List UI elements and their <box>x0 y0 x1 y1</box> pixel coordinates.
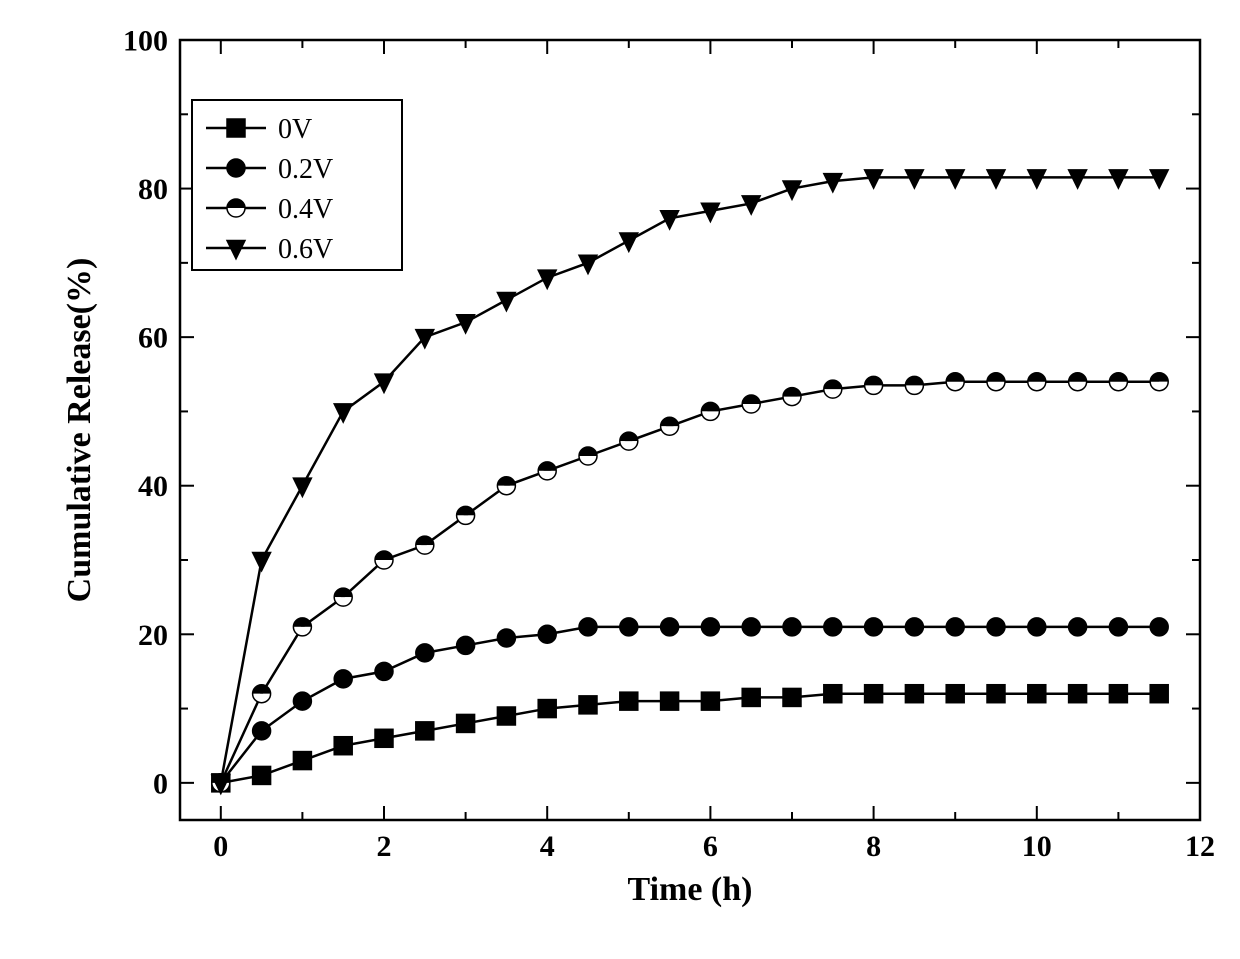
svg-text:12: 12 <box>1185 830 1215 863</box>
svg-text:100: 100 <box>123 25 168 58</box>
svg-text:0: 0 <box>213 830 228 863</box>
legend-label-3: 0.6V <box>278 234 333 265</box>
legend-label-2: 0.4V <box>278 194 333 225</box>
svg-text:80: 80 <box>138 173 168 206</box>
svg-text:40: 40 <box>138 470 168 503</box>
svg-text:8: 8 <box>866 830 881 863</box>
release-chart: 0 2 4 6 8 10 12 0 20 40 60 80 100 Time (h) Cumulative … <box>0 0 1240 959</box>
svg-text:20: 20 <box>138 619 168 652</box>
svg-text:60: 60 <box>138 322 168 355</box>
svg-text:10: 10 <box>1022 830 1052 863</box>
svg-text:0: 0 <box>153 767 168 800</box>
legend-label-1: 0.2V <box>278 154 333 185</box>
x-axis-label: Time (h) <box>628 871 753 908</box>
legend-label-0: 0V <box>278 114 312 145</box>
svg-text:6: 6 <box>703 830 718 863</box>
legend: 0V 0.2V 0.4V 0.6V <box>192 100 402 270</box>
svg-text:4: 4 <box>540 830 555 863</box>
svg-text:2: 2 <box>377 830 392 863</box>
y-axis-label: Cumulative Release(%) <box>61 258 98 603</box>
chart-container: 0 2 4 6 8 10 12 0 20 40 60 80 100 Time (h) Cumulative … <box>0 0 1240 959</box>
